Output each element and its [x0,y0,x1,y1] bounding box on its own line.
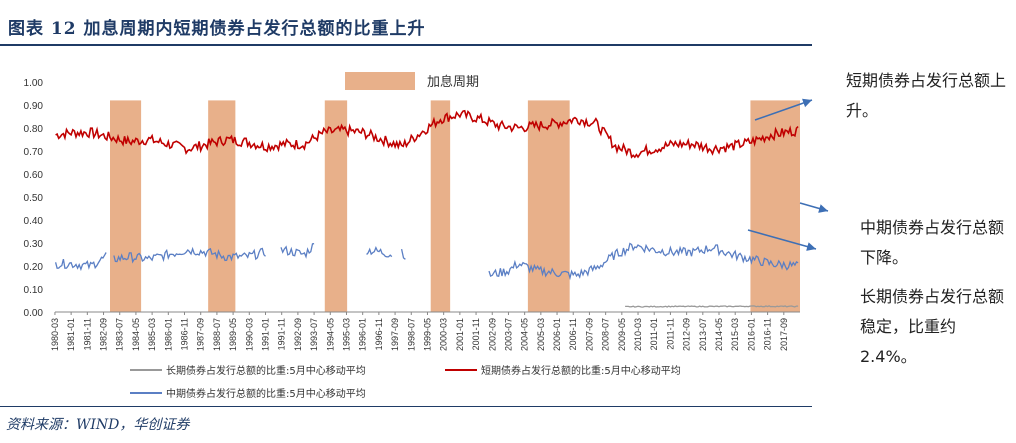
x-tick-label: 2001-01 [455,318,465,351]
x-tick-label: 1986-11 [180,318,190,350]
x-tick-label: 1988-07 [212,318,222,351]
x-tick-label: 1991-01 [260,318,270,351]
annotation-mid-term: 中期债券占发行总额下降。 [860,218,1005,267]
legend-label: 短期债券占发行总额的比重:5月中心移动平均 [481,364,681,377]
y-tick-label: 0.90 [24,101,44,112]
figure-title: 图表 12 加息周期内短期债券占发行总额的比重上升 [8,19,426,39]
y-tick-label: 0.60 [24,170,44,181]
rate-hike-band [527,100,570,313]
x-tick-label: 1994-05 [325,318,335,351]
x-tick-label: 1991-11 [277,318,287,350]
y-tick-label: 0.40 [24,216,44,227]
x-tick-label: 1999-05 [422,318,432,351]
series-line [54,252,107,272]
x-tick-label: 1996-11 [374,318,384,350]
x-tick-label: 1997-09 [390,318,400,351]
y-tick-label: 0.50 [24,193,44,204]
rate-hike-band [110,100,142,313]
x-tick-label: 2015-03 [730,318,740,351]
legend-band-swatch [345,72,415,90]
rate-hike-bands [110,100,800,313]
annotation-long-term: 长期债券占发行总额稳定，比重约2.4%。 [860,287,1005,366]
x-tick-label: 2014-05 [714,318,724,351]
y-tick-label: 1.00 [24,78,44,89]
x-tick-label: 1989-05 [228,318,238,351]
x-tick-label: 2011-01 [649,318,659,350]
x-tick-label: 2003-07 [503,318,513,351]
source-note: 资料来源：WIND，华创证券 [6,417,190,433]
x-tick-label: 2017-09 [779,318,789,351]
title-divider [0,44,812,46]
series-lines [54,109,799,308]
annotation-arrow [754,98,813,121]
x-tick-label: 2000-03 [439,318,449,351]
series-line [625,305,799,308]
x-tick-label: 2006-01 [552,318,562,351]
x-tick-label: 2011-11 [665,318,675,350]
x-tick-label: 2016-01 [746,318,756,351]
x-tick-label: 1982-09 [99,318,109,351]
y-tick-label: 0.70 [24,147,44,158]
series-line [55,109,799,159]
series-line [280,243,315,259]
x-tick-label: 1993-07 [309,318,319,351]
x-tick-label: 2002-09 [487,318,497,351]
x-tick-label: 2006-11 [568,318,578,350]
x-tick-label: 1990-03 [244,318,254,351]
x-tick-label: 1986-01 [163,318,173,351]
x-tick-label: 1995-03 [341,318,351,351]
annotation-short-term: 短期债券占发行总额上升。 [846,71,1007,120]
x-tick-label: 1981-11 [82,318,92,350]
series-line [366,245,393,258]
x-tick-label: 1996-01 [358,318,368,351]
series-line [113,246,266,264]
x-tick-label: 2001-11 [471,318,481,350]
series-line [488,242,799,281]
x-tick-label: 2008-07 [601,318,611,351]
x-tick-label: 2007-09 [584,318,594,351]
x-tick-label: 1985-03 [147,318,157,351]
y-tick-label: 0.20 [24,262,44,273]
rate-hike-band [208,100,236,313]
x-tick-label: 1998-07 [406,318,416,351]
y-tick-label: 0.30 [24,239,44,250]
series-line [400,248,406,260]
x-tick-label: 2016-11 [763,318,773,350]
x-tick-label: 2004-05 [520,318,530,351]
y-tick-label: 0.80 [24,124,44,135]
y-axis: 0.00 0.10 0.20 0.30 0.40 0.50 0.60 0.70 0.80 0.90… [24,78,44,319]
x-tick-label: 2009-05 [617,318,627,351]
legend-label: 长期债券占发行总额的比重:5月中心移动平均 [166,364,366,377]
x-tick-label: 2010-03 [633,318,643,351]
annotation-arrow [799,202,829,213]
x-tick-label: 1987-09 [196,318,206,351]
legend-label: 中期债券占发行总额的比重:5月中心移动平均 [166,387,366,400]
x-tick-label: 2013-07 [698,318,708,351]
x-tick-label: 1981-01 [66,318,76,351]
rate-hike-band [430,100,451,313]
x-axis: 1980-03 1981-01 1981-11 1982-09 1983-07 1984-… [50,311,800,351]
rate-hike-band [324,100,348,313]
annotation-arrow [747,229,817,251]
legend-band-label: 加息周期 [427,74,479,90]
annotation-arrows [747,98,829,251]
y-tick-label: 0.00 [24,308,44,319]
x-tick-label: 1992-09 [293,318,303,351]
x-tick-label: 1984-05 [131,318,141,351]
x-tick-label: 1983-07 [115,318,125,351]
x-tick-label: 2012-09 [682,318,692,351]
x-tick-label: 1980-03 [50,318,60,351]
x-tick-label: 2005-03 [536,318,546,351]
y-tick-label: 0.10 [24,285,44,296]
footer-divider [0,406,812,407]
